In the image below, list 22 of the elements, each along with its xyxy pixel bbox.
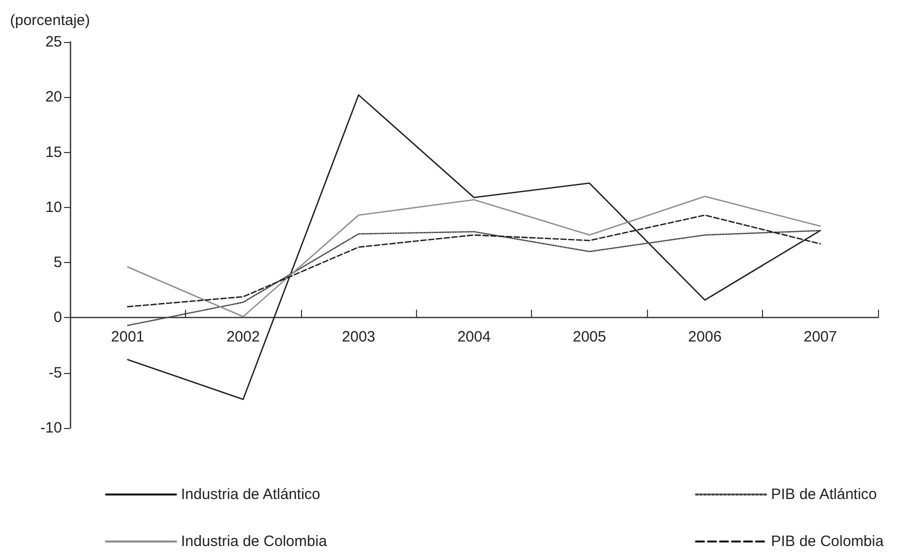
y-tick-label: -5 — [48, 364, 62, 382]
legend-label: Industria de Atlántico — [181, 486, 320, 503]
x-tick-label: 2007 — [804, 328, 837, 346]
legend-label: Industria de Colombia — [181, 533, 328, 550]
y-tick-label: 0 — [54, 309, 62, 326]
y-tick-label: 10 — [45, 198, 62, 216]
x-tick-label: 2004 — [457, 328, 491, 346]
line-series — [127, 230, 821, 326]
legend-label: PIB de Atlántico — [771, 486, 877, 503]
x-tick-label: 2002 — [226, 328, 260, 346]
y-tick-label: 25 — [45, 34, 62, 50]
x-tick-label: 2006 — [688, 328, 722, 346]
y-tick-label: 15 — [45, 144, 62, 161]
x-tick-label: 2001 — [111, 328, 144, 346]
y-tick-label: -10 — [40, 420, 62, 436]
legend-label: PIB de Colombia — [771, 533, 884, 550]
y-axis-title: (porcentaje) — [10, 12, 90, 29]
x-tick-label: 2005 — [572, 328, 606, 346]
y-tick-label: 5 — [54, 254, 62, 272]
y-tick-label: 20 — [45, 88, 62, 106]
x-tick-label: 2003 — [342, 328, 376, 346]
line-series — [127, 196, 821, 318]
